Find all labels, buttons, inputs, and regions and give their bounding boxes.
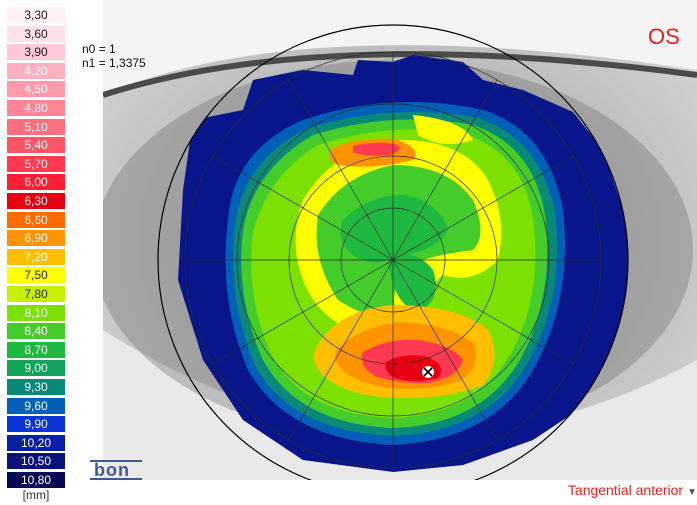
dropdown-caret-icon: ▼ — [687, 487, 697, 498]
legend-swatch: 8,10 — [6, 303, 66, 322]
topography-map[interactable] — [103, 0, 697, 480]
color-scale-legend: 3,30 3,60 3,90 4,20 4,50 4,80 5,10 5,40 5,70 6,00… — [0, 0, 78, 505]
legend-swatch: 6,90 — [6, 229, 66, 248]
legend-swatch: 5,40 — [6, 136, 66, 155]
legend-swatch: 3,90 — [6, 43, 66, 62]
legend-swatch: 9,00 — [6, 359, 66, 378]
legend-swatch: 4,20 — [6, 61, 66, 80]
legend-swatch: 7,20 — [6, 247, 66, 266]
legend-swatch: 8,70 — [6, 340, 66, 359]
legend-swatch: 7,80 — [6, 285, 66, 303]
legend-swatch: 9,60 — [6, 396, 66, 415]
scale-unit-label: [mm] — [22, 488, 50, 502]
bon-logo: bon — [90, 460, 142, 482]
index-n0: n0 = 1 — [82, 42, 116, 56]
legend-swatch: 4,50 — [6, 80, 66, 99]
legend-swatch: 7,50 — [6, 266, 66, 285]
limbus-circle — [157, 24, 629, 480]
corneal-map-svg — [103, 0, 697, 480]
legend-swatch: 5,70 — [6, 154, 66, 173]
eyelashes — [103, 51, 697, 98]
eye-label: OS — [648, 24, 680, 49]
apex-marker — [422, 366, 434, 378]
legend-swatch: 8,40 — [6, 322, 66, 341]
upper-lid-skin — [103, 0, 697, 95]
legend-swatch: 9,30 — [6, 378, 66, 396]
legend-swatch: 10,80 — [6, 471, 66, 489]
legend-swatch: 6,60 — [6, 210, 66, 229]
legend-swatch: 10,50 — [6, 452, 66, 471]
map-mode-dropdown[interactable]: Tangential anterior ▼ — [568, 482, 697, 502]
map-mode-label: Tangential anterior — [567, 482, 684, 498]
refractive-indices: n0 = 1 n1 = 1,3375 — [82, 42, 146, 70]
index-n1: n1 = 1,3375 — [82, 56, 146, 70]
polar-grid — [184, 51, 602, 469]
topography-contours — [178, 55, 628, 472]
lower-lid-skin — [103, 330, 697, 480]
legend-swatch: 4,80 — [6, 99, 66, 117]
legend-swatch: 3,30 — [6, 6, 66, 24]
legend-swatch: 6,00 — [6, 173, 66, 192]
legend-swatch: 9,90 — [6, 415, 66, 434]
legend-swatch: 6,30 — [6, 192, 66, 210]
legend-swatch: 10,20 — [6, 433, 66, 452]
legend-swatch: 3,60 — [6, 24, 66, 43]
legend-swatch: 5,10 — [6, 117, 66, 136]
